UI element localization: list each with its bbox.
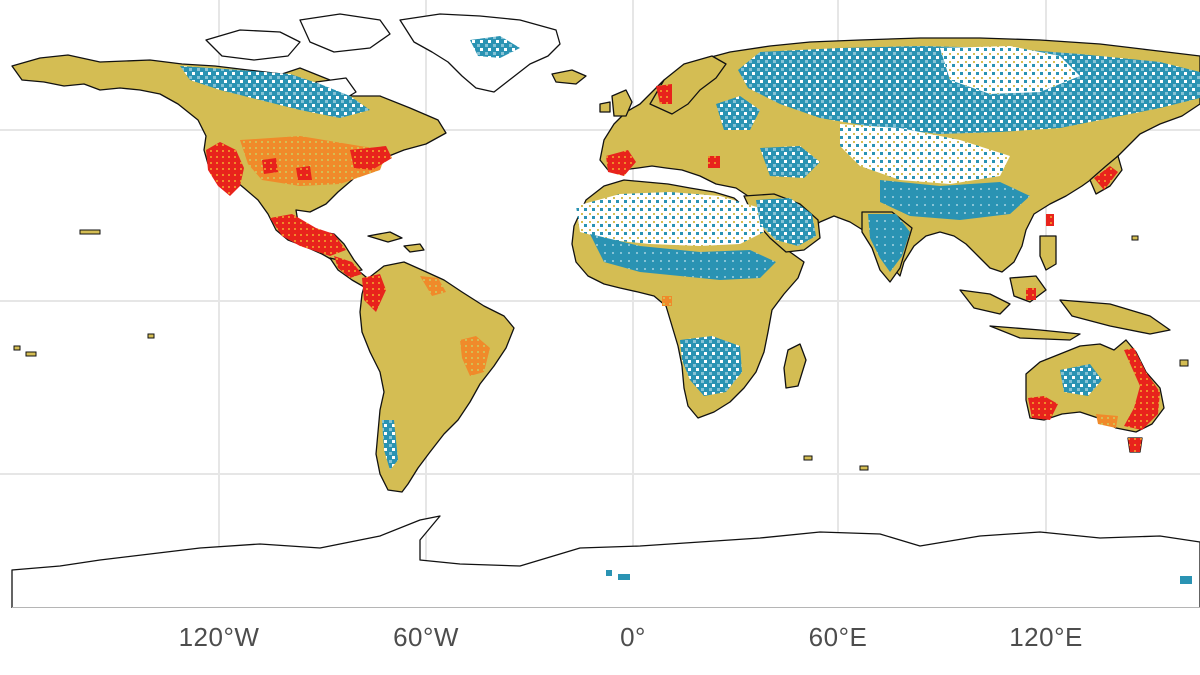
x-axis-line bbox=[12, 607, 1200, 608]
madagascar bbox=[783, 343, 807, 389]
patch-blue-sa-andes bbox=[382, 420, 398, 470]
patch-red-tasmania bbox=[1128, 438, 1142, 452]
patch-blue-arabia bbox=[756, 198, 816, 246]
patch-red-colombia bbox=[362, 274, 386, 312]
patch-orange-us bbox=[240, 136, 388, 186]
patch-red-balkans bbox=[708, 156, 720, 168]
patch-orange-brazil bbox=[460, 336, 490, 376]
antarctica bbox=[11, 515, 1200, 608]
x-tick-label: 120°W bbox=[178, 622, 260, 652]
patch-orange-brazil bbox=[420, 276, 446, 296]
world-map-panel bbox=[0, 0, 1200, 608]
patch-blue-siberia bbox=[738, 46, 1200, 134]
patch-white-siberia bbox=[940, 46, 1080, 94]
world-map bbox=[0, 0, 1200, 608]
x-tick-label: 60°E bbox=[808, 622, 868, 652]
patch-red-scandinavia bbox=[656, 84, 672, 104]
patch-red-se-asia bbox=[1046, 214, 1054, 226]
iceland bbox=[551, 69, 587, 85]
patch-blue-antarctica bbox=[606, 570, 612, 576]
patch-red-us-east bbox=[350, 146, 392, 170]
patch-red-se-asia bbox=[1026, 288, 1036, 300]
patch-red-mexico bbox=[270, 214, 346, 256]
patch-blue-antarctica bbox=[618, 574, 630, 580]
patch-blue-india bbox=[868, 214, 910, 272]
southeast-asia-islands bbox=[959, 289, 1011, 315]
patch-red-us-central bbox=[296, 166, 312, 180]
patch-white-central-asia bbox=[840, 124, 1010, 184]
patch-blue-central-asia bbox=[880, 180, 1030, 220]
british-isles bbox=[611, 89, 633, 117]
patch-blue-southern-africa bbox=[680, 336, 742, 396]
patch-red-central-america bbox=[334, 256, 362, 278]
arctic-islands bbox=[205, 29, 301, 61]
patch-orange-australia bbox=[1096, 414, 1118, 428]
southeast-asia-islands bbox=[1059, 299, 1171, 335]
patch-white-sahara bbox=[576, 192, 764, 246]
arctic-islands bbox=[299, 13, 391, 53]
x-tick-label: 0° bbox=[620, 622, 646, 652]
south-america bbox=[359, 261, 515, 493]
patch-red-sw-australia bbox=[1028, 396, 1058, 420]
patch-blue-europe bbox=[716, 96, 760, 130]
patch-blue-greenland bbox=[470, 36, 520, 58]
patch-red-us-central bbox=[262, 158, 278, 174]
x-tick-label: 120°E bbox=[1009, 622, 1083, 652]
ireland bbox=[599, 101, 611, 113]
caribbean-islands bbox=[367, 231, 403, 243]
map-value-overlays bbox=[180, 36, 1200, 584]
southeast-asia-islands bbox=[989, 325, 1081, 341]
caribbean-islands bbox=[403, 243, 425, 253]
patch-red-iberia bbox=[606, 150, 636, 176]
patch-red-west-us bbox=[206, 142, 244, 196]
patch-red-se-australia bbox=[1124, 348, 1160, 430]
patch-blue-sahel bbox=[590, 234, 776, 280]
patch-blue-antarctica bbox=[1180, 576, 1192, 584]
patch-blue-europe bbox=[760, 146, 820, 178]
x-tick-label: 60°W bbox=[393, 622, 459, 652]
patch-red-west-africa bbox=[662, 296, 672, 306]
patch-blue-canada bbox=[180, 66, 370, 118]
scattered-islands bbox=[13, 229, 1189, 471]
patch-red-japan bbox=[1094, 166, 1118, 190]
patch-blue-australia bbox=[1060, 364, 1102, 396]
southeast-asia-islands bbox=[1039, 235, 1057, 271]
